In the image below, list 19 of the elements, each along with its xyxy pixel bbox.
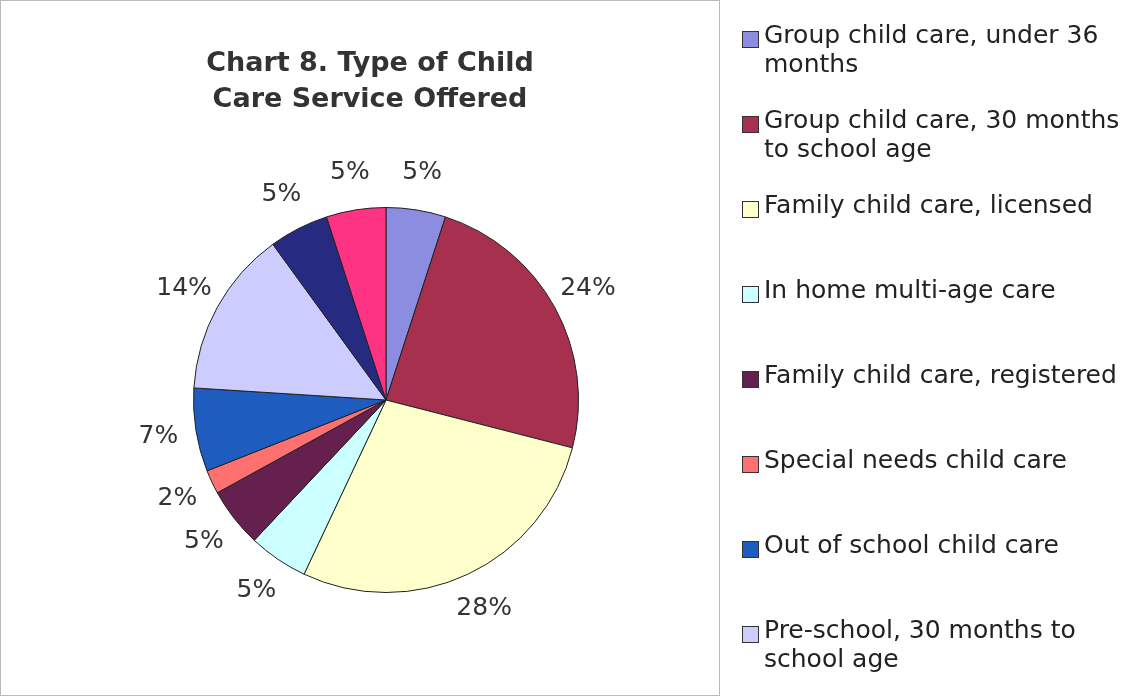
data-label: 5% <box>184 524 224 554</box>
text: Chart 8. Type of Child Care Service Offered <box>205 45 535 115</box>
data-label: 5% <box>236 574 277 604</box>
data-label: 14% <box>156 272 212 302</box>
data-label: 7% <box>138 419 179 449</box>
data-label: 5% <box>330 155 370 185</box>
legend-label: Out of school child care <box>764 530 1059 559</box>
data-label: 24% <box>560 272 616 302</box>
legend-label: Family child care, licensed <box>764 190 1093 219</box>
legend-label: Special needs child care <box>764 445 1067 474</box>
legend-label: Group child care, under 36 months <box>764 20 1100 78</box>
data-label: 28% <box>456 592 512 622</box>
legend-label: Pre-school, 30 months to school age <box>764 615 1077 673</box>
legend-label: In home multi-age care <box>764 275 1056 304</box>
data-label: 5% <box>261 178 302 208</box>
data-label: 2% <box>157 481 198 511</box>
legend-label: Family child care, registered <box>764 360 1117 389</box>
legend-label: Group child care, 30 months to school age <box>764 105 1121 163</box>
data-label: 5% <box>402 155 442 185</box>
